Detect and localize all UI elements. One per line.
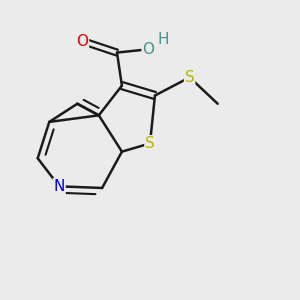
Text: O: O xyxy=(142,42,154,57)
Text: S: S xyxy=(185,70,194,85)
Text: H: H xyxy=(158,32,169,47)
Text: S: S xyxy=(145,136,155,151)
Text: N: N xyxy=(53,179,65,194)
Text: O: O xyxy=(76,34,88,49)
